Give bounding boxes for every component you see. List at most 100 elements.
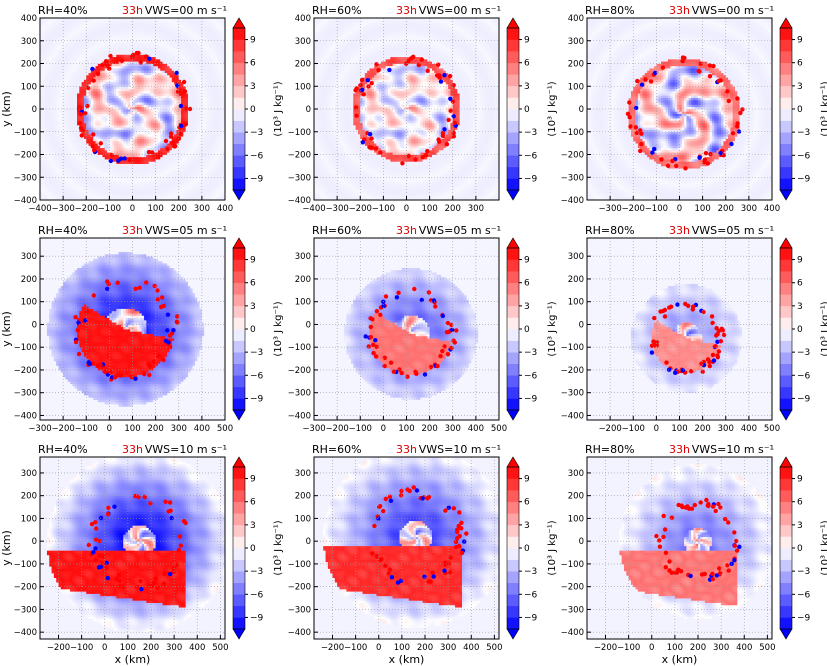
heatmap-cell bbox=[130, 45, 133, 48]
heatmap-cell bbox=[63, 115, 66, 119]
heatmap-cell bbox=[167, 58, 170, 62]
heatmap-cell bbox=[102, 74, 106, 78]
heatmap-cell bbox=[58, 113, 62, 117]
heatmap-cell bbox=[58, 143, 62, 146]
heatmap-cell bbox=[139, 120, 143, 124]
heatmap-cell bbox=[116, 33, 120, 37]
heatmap-cell bbox=[120, 20, 124, 23]
heatmap-cell bbox=[49, 131, 52, 135]
heatmap-cell bbox=[123, 179, 126, 183]
heatmap-cell bbox=[151, 197, 154, 200]
heatmap-cell bbox=[148, 168, 152, 171]
heatmap-cell bbox=[137, 29, 140, 33]
heatmap-cell bbox=[155, 140, 159, 144]
heatmap-cell bbox=[141, 161, 145, 164]
heatmap-cell bbox=[95, 49, 99, 53]
heatmap-cell bbox=[116, 68, 120, 71]
heatmap-cell bbox=[114, 102, 117, 105]
heatmap-cell bbox=[153, 54, 157, 58]
heatmap-cell bbox=[70, 174, 73, 178]
heatmap-cell bbox=[86, 163, 89, 167]
heatmap-cell bbox=[130, 154, 133, 158]
heatmap-cell bbox=[164, 122, 168, 126]
heatmap-cell bbox=[178, 24, 182, 28]
heatmap-cell bbox=[42, 154, 46, 158]
heatmap-cell bbox=[79, 58, 83, 62]
heatmap-cell bbox=[56, 165, 59, 169]
heatmap-cell bbox=[97, 197, 101, 200]
heatmap-cell bbox=[176, 143, 180, 146]
heatmap-cell bbox=[100, 156, 103, 160]
heatmap-cell bbox=[51, 18, 55, 21]
heatmap-cell bbox=[86, 181, 89, 185]
heatmap-cell bbox=[114, 31, 117, 35]
heatmap-cell bbox=[93, 72, 96, 76]
heatmap-cell bbox=[125, 86, 129, 89]
heatmap-cell bbox=[171, 77, 175, 80]
heatmap-cell bbox=[65, 27, 69, 30]
heatmap-cell bbox=[40, 195, 43, 199]
heatmap-cell bbox=[65, 170, 69, 174]
heatmap-cell bbox=[134, 197, 138, 200]
heatmap-cell bbox=[53, 38, 57, 42]
heatmap-cell bbox=[102, 86, 106, 89]
heatmap-cell bbox=[123, 115, 126, 119]
heatmap-cell bbox=[40, 54, 43, 58]
heatmap-cell bbox=[86, 93, 89, 96]
heatmap-cell bbox=[120, 79, 124, 83]
heatmap-cell bbox=[118, 77, 122, 80]
heatmap-cell bbox=[164, 86, 168, 89]
heatmap-cell bbox=[56, 149, 59, 153]
heatmap-cell bbox=[146, 156, 150, 160]
heatmap-cell bbox=[116, 29, 120, 33]
heatmap-cell bbox=[58, 36, 62, 39]
heatmap-cell bbox=[77, 172, 80, 176]
heatmap-cell bbox=[79, 118, 83, 121]
heatmap-cell bbox=[127, 131, 131, 135]
heatmap-cell bbox=[127, 170, 131, 174]
heatmap-cell bbox=[63, 145, 66, 149]
heatmap-cell bbox=[116, 74, 120, 78]
heatmap-cell bbox=[139, 77, 143, 80]
heatmap-cell bbox=[53, 61, 57, 64]
heatmap-cell bbox=[137, 81, 140, 85]
heatmap-cell bbox=[58, 99, 62, 103]
heatmap-cell bbox=[77, 152, 80, 155]
heatmap-cell bbox=[86, 97, 89, 101]
heatmap-cell bbox=[90, 104, 94, 108]
heatmap-cell bbox=[72, 70, 76, 73]
heatmap-cell bbox=[58, 18, 62, 21]
heatmap-cell bbox=[60, 58, 64, 62]
heatmap-cell bbox=[72, 127, 76, 130]
heatmap-cell bbox=[100, 111, 103, 114]
heatmap-cell bbox=[65, 140, 69, 144]
heatmap-cell bbox=[42, 36, 46, 39]
heatmap-cell bbox=[77, 197, 80, 200]
heatmap-cell bbox=[60, 24, 64, 28]
heatmap-cell bbox=[125, 58, 129, 62]
heatmap-cell bbox=[51, 106, 55, 110]
heatmap-cell bbox=[169, 47, 173, 51]
heatmap-cell bbox=[111, 43, 115, 46]
heatmap-cell bbox=[100, 88, 103, 92]
heatmap-cell bbox=[93, 58, 96, 62]
heatmap-cell bbox=[118, 120, 122, 124]
heatmap-cell bbox=[44, 109, 48, 112]
heatmap-cell bbox=[104, 111, 108, 114]
heatmap-cell bbox=[40, 102, 43, 105]
heatmap-cell bbox=[137, 63, 140, 67]
heatmap-cell bbox=[127, 63, 131, 67]
heatmap-cell bbox=[125, 72, 129, 76]
heatmap-cell bbox=[151, 138, 154, 142]
heatmap-cell bbox=[151, 102, 154, 105]
heatmap-cell bbox=[44, 127, 48, 130]
heatmap-cell bbox=[81, 33, 85, 37]
heatmap-cell bbox=[70, 145, 73, 149]
heatmap-cell bbox=[181, 20, 184, 23]
heatmap-cell bbox=[141, 70, 145, 73]
heatmap-cell bbox=[104, 174, 108, 178]
heatmap-cell bbox=[111, 129, 115, 133]
heatmap-cell bbox=[70, 195, 73, 199]
heatmap-cell bbox=[174, 36, 177, 39]
heatmap-cell bbox=[100, 86, 103, 89]
